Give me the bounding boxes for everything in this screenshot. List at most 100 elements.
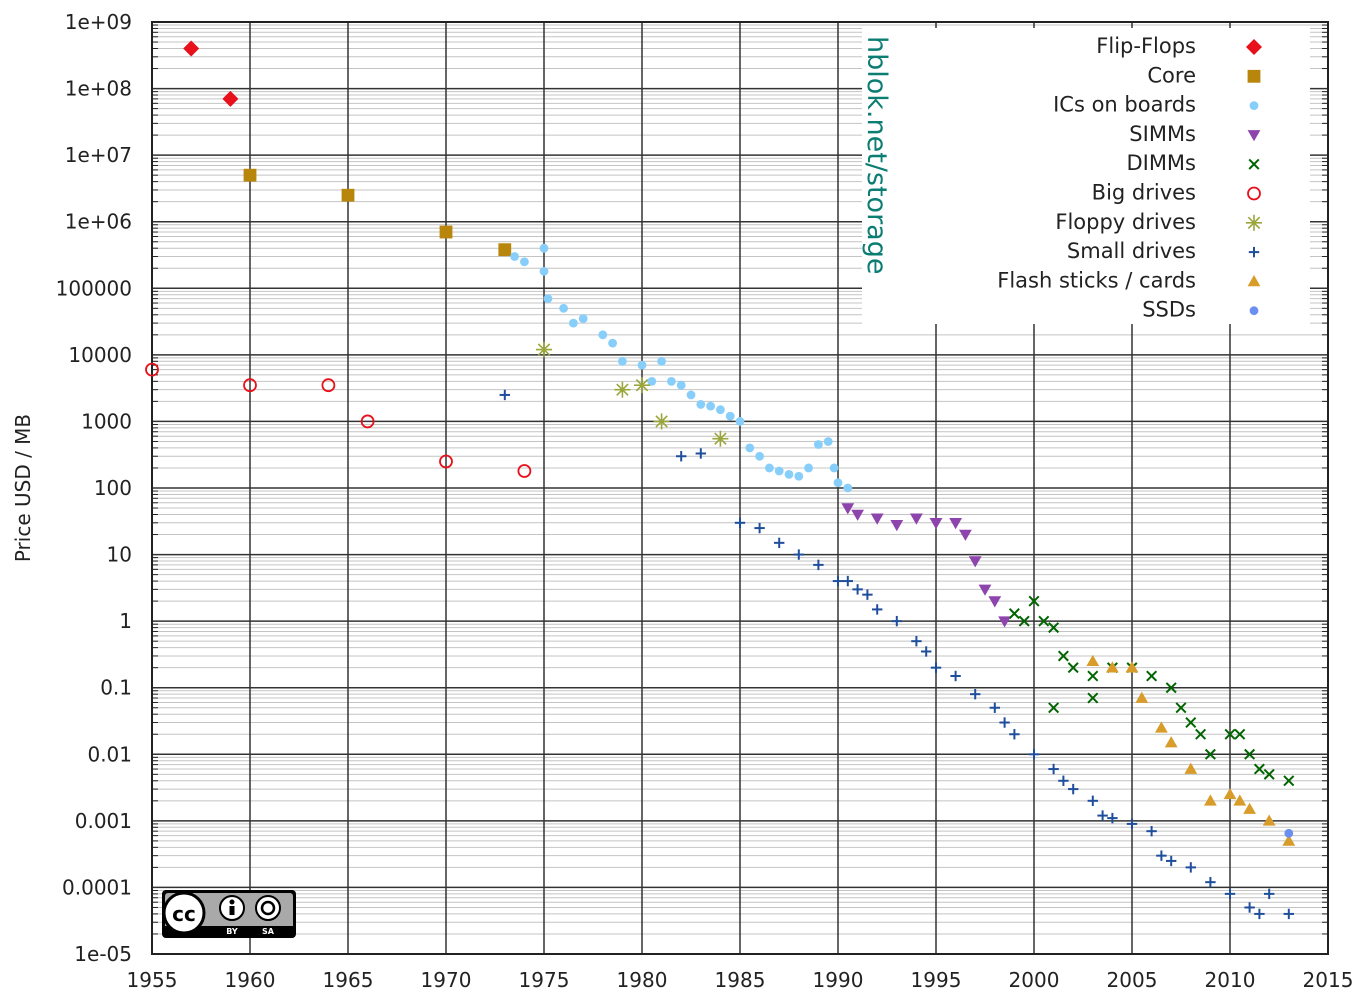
x-mark-stroke — [1067, 662, 1079, 674]
triangle-up-mark — [1106, 661, 1119, 673]
triangle-down-mark — [959, 529, 972, 541]
legend-label: Flash sticks / cards — [997, 268, 1196, 292]
asterisk-stroke — [714, 432, 727, 445]
plot-frame — [151, 21, 1329, 955]
x-mark-stroke — [1224, 728, 1236, 740]
y-tick-label: 0.001 — [75, 809, 132, 833]
legend-swatch — [1248, 158, 1260, 170]
asterisk-stroke — [616, 383, 629, 396]
x-mark-stroke — [1263, 768, 1275, 780]
x-mark-stroke — [1185, 717, 1197, 729]
y-tick-label: 1e-05 — [74, 942, 132, 966]
dot-mark — [686, 390, 696, 400]
x-tick-label: 2005 — [1107, 968, 1158, 992]
point-dimms — [1253, 763, 1265, 775]
triangle-down-mark — [978, 584, 992, 596]
dot-mark — [784, 470, 794, 479]
dot-mark — [829, 463, 839, 473]
point-flash-sticks-cards — [1155, 721, 1168, 733]
triangle-down-mark — [998, 616, 1011, 628]
y-tick-label: 0.0001 — [62, 875, 132, 899]
point-flip-flops — [222, 90, 239, 107]
triangle-down-mark — [968, 556, 982, 568]
x-tick-label: 1980 — [617, 968, 668, 992]
data-points — [145, 40, 1296, 920]
point-dimms — [1234, 728, 1246, 740]
square-mark — [439, 225, 453, 239]
point-flash-sticks-cards — [1086, 654, 1100, 667]
triangle-down-mark — [949, 518, 962, 530]
dot-mark — [774, 466, 784, 476]
x-tick-label: 1960 — [225, 968, 276, 992]
point-simms — [988, 596, 1002, 608]
x-mark-stroke — [1087, 692, 1099, 704]
point-small-drives — [1097, 810, 1108, 821]
x-tick-labels: 1955 1960 1965 1970 1975 1980 1985 1990 1995 2000… — [127, 968, 1354, 992]
triangle-up-mark — [1086, 654, 1100, 667]
x-mark-stroke — [1253, 763, 1265, 775]
dot-mark — [814, 440, 823, 449]
dot-mark — [637, 360, 647, 370]
point-dimms — [1057, 650, 1069, 662]
point-small-drives — [1254, 908, 1265, 920]
x-mark-stroke — [1234, 728, 1246, 740]
point-small-drives — [1283, 908, 1294, 920]
x-mark-stroke — [1204, 748, 1216, 760]
cc-logo-text: cc — [172, 902, 196, 926]
point-small-drives — [842, 575, 853, 587]
x-mark-stroke — [1248, 158, 1260, 170]
point-dimms — [1185, 717, 1197, 729]
point-simms — [890, 520, 904, 532]
dot-mark — [745, 443, 755, 453]
open-circle-mark — [1247, 186, 1261, 201]
legend-label: DIMMs — [1126, 151, 1196, 175]
point-ics-on-boards — [598, 330, 608, 340]
y-tick-label: 0.1 — [100, 676, 132, 700]
point-floppy-drives — [634, 377, 650, 394]
point-big-drives — [517, 464, 532, 478]
point-small-drives — [1146, 825, 1157, 837]
point-dimms — [1067, 662, 1079, 674]
asterisk-stroke — [537, 343, 551, 356]
dot-mark — [520, 257, 529, 267]
triangle-down-mark — [851, 509, 864, 521]
legend-label: Core — [1147, 63, 1196, 87]
point-small-drives — [1244, 902, 1255, 913]
open-circle-mark — [321, 378, 336, 393]
cc-icon — [162, 891, 206, 935]
point-small-drives — [862, 589, 873, 600]
dot-mark — [716, 405, 725, 415]
point-small-drives — [832, 575, 844, 587]
point-dimms — [1038, 615, 1050, 627]
y-tick-label: 100000 — [56, 276, 132, 300]
dot-mark — [823, 437, 833, 446]
legend-label: Floppy drives — [1055, 210, 1196, 234]
point-small-drives — [1087, 795, 1098, 807]
dot-mark — [833, 478, 843, 488]
legend-swatch — [1246, 214, 1262, 231]
by-label: BY — [226, 927, 238, 936]
point-ics-on-boards — [794, 471, 804, 481]
legend-box — [862, 28, 1310, 324]
point-flash-sticks-cards — [1204, 794, 1217, 806]
dot-mark — [598, 330, 608, 340]
point-dimms — [1263, 768, 1275, 780]
point-ics-on-boards — [784, 470, 794, 479]
point-ics-on-boards — [814, 440, 823, 449]
triangle-down-mark — [910, 513, 923, 525]
dot-mark — [804, 463, 813, 473]
y-tick-label: 1 — [119, 609, 132, 633]
series-core — [243, 168, 512, 257]
triangle-up-mark — [1262, 814, 1276, 826]
point-ics-on-boards — [706, 401, 715, 411]
x-mark-stroke — [1175, 702, 1187, 714]
point-small-drives — [499, 389, 510, 401]
point-flash-sticks-cards — [1125, 661, 1139, 673]
point-ics-on-boards — [725, 411, 735, 421]
point-dimms — [1224, 728, 1236, 740]
x-mark-stroke — [1048, 702, 1060, 714]
point-simms — [910, 513, 923, 525]
point-ics-on-boards — [755, 451, 764, 461]
point-ics-on-boards — [647, 376, 657, 386]
